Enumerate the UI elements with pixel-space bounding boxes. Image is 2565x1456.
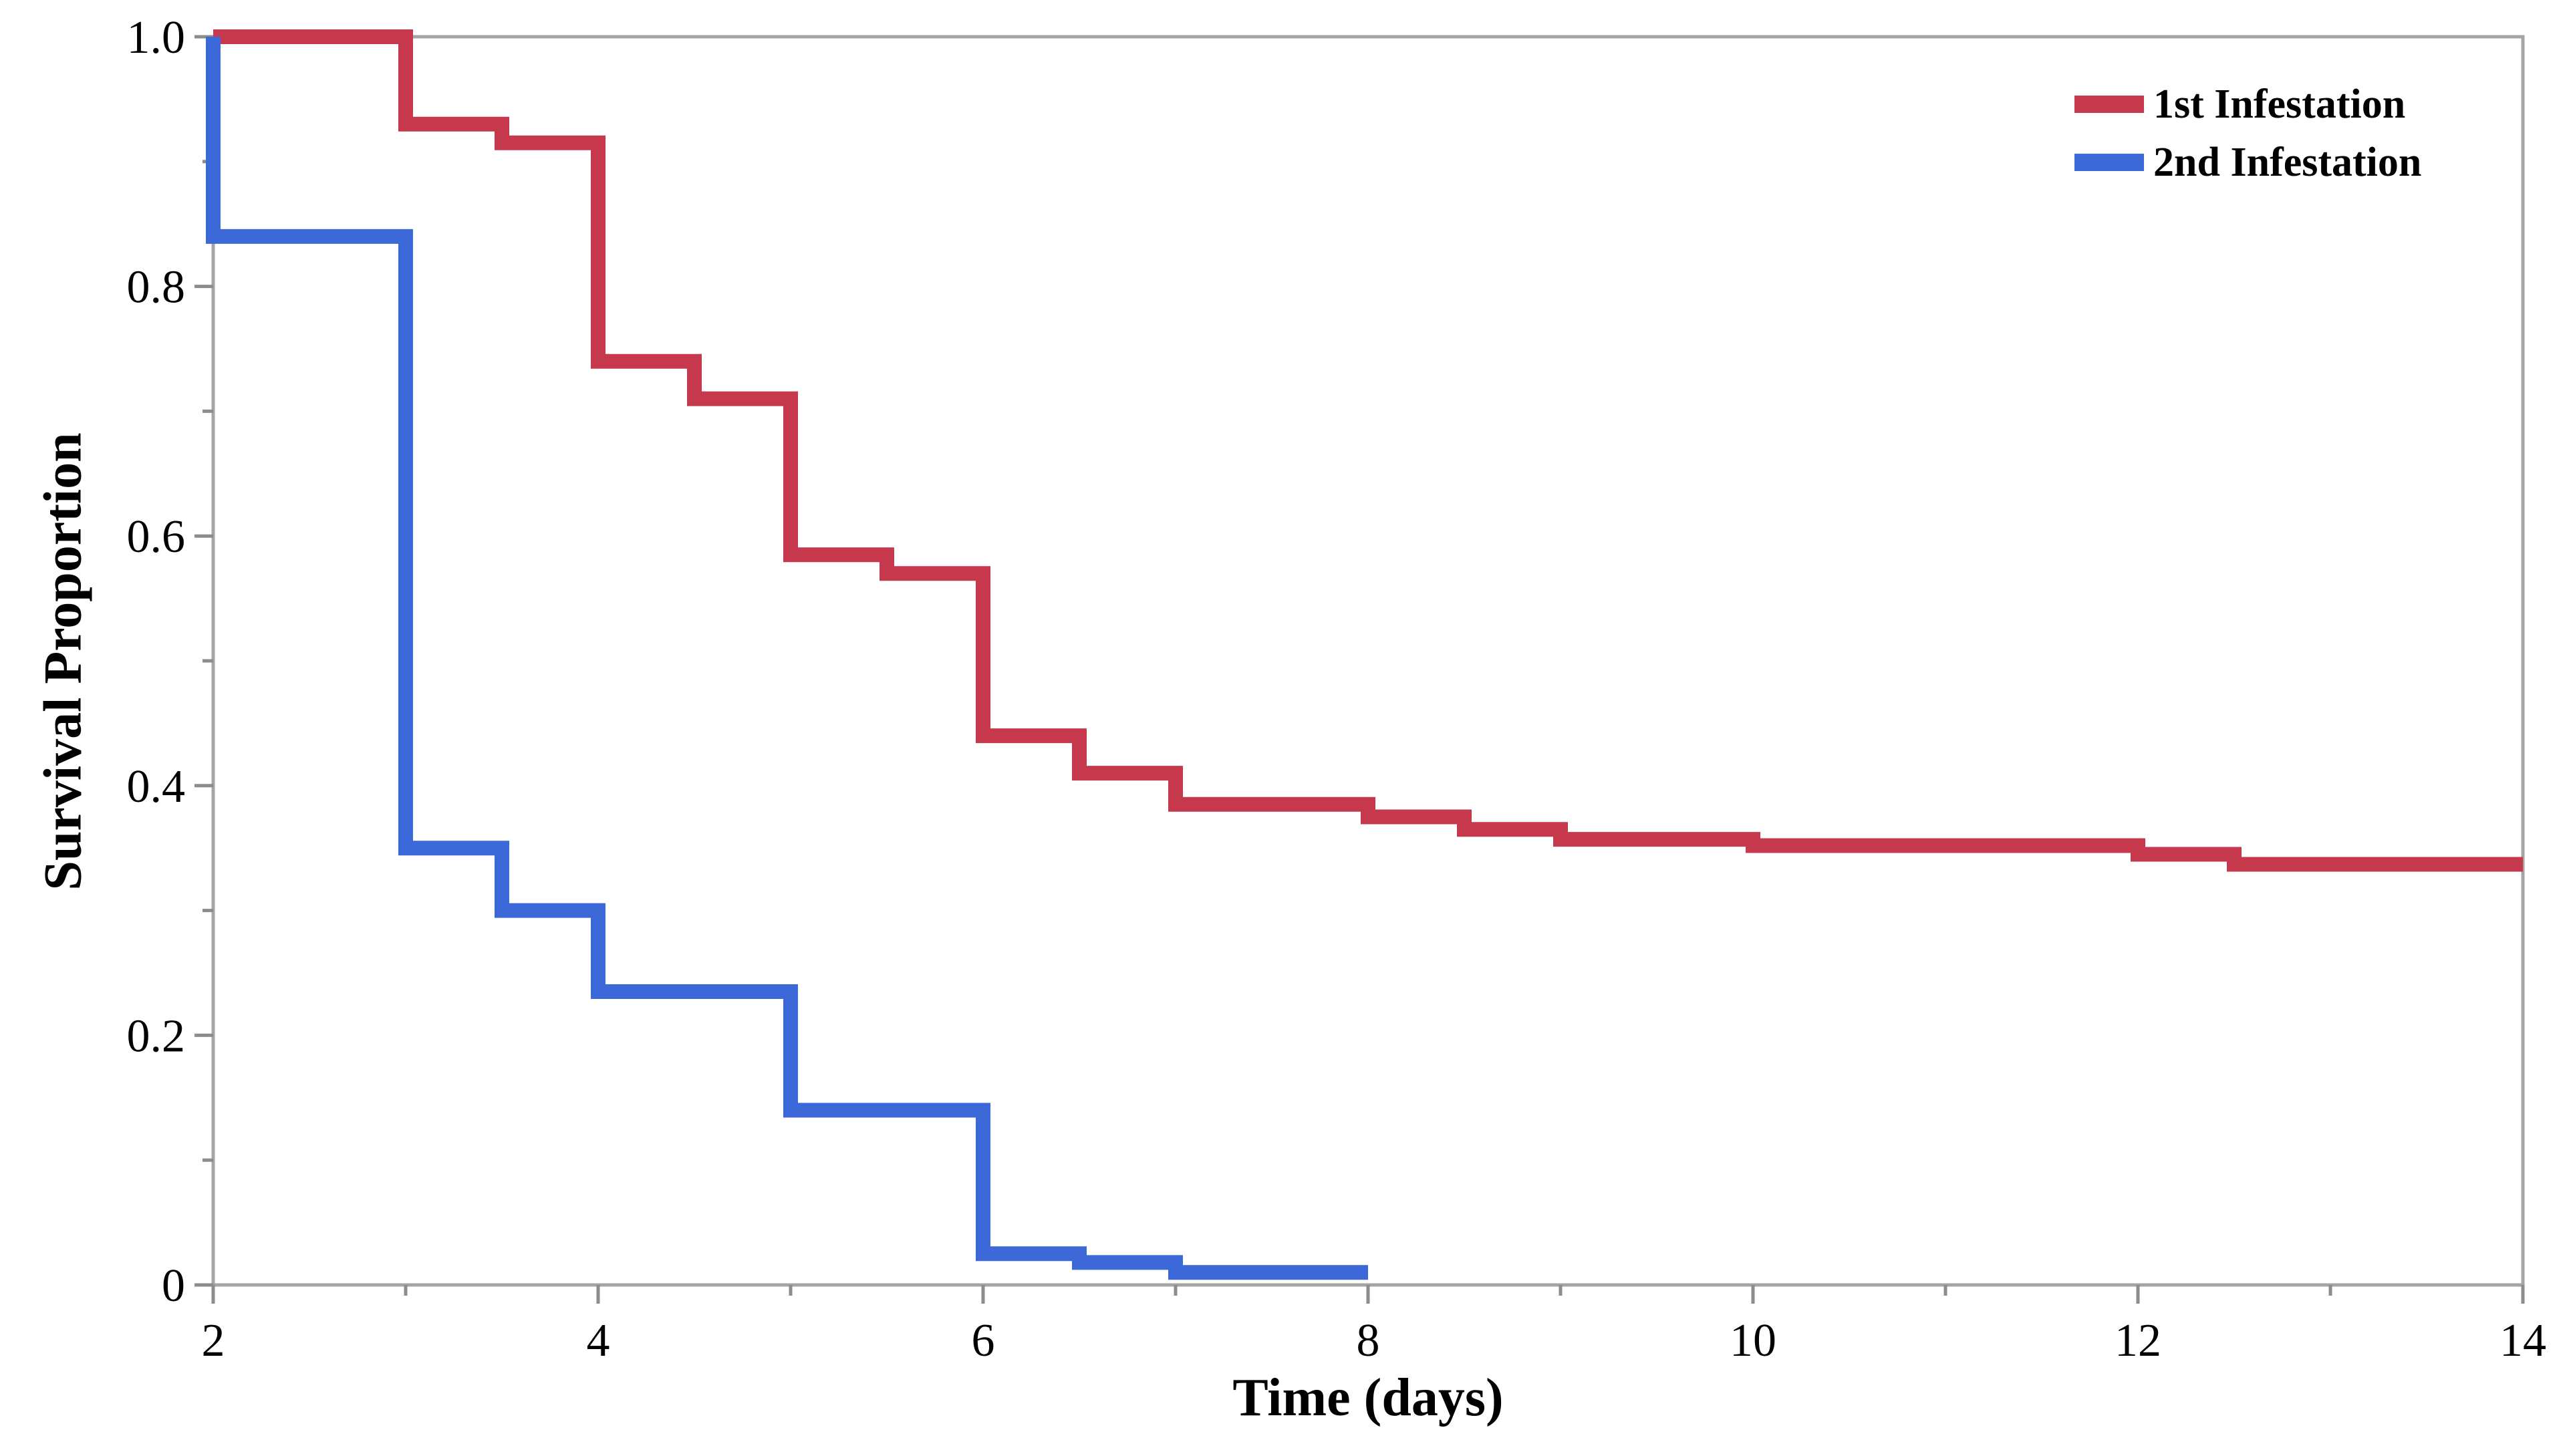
y-axis-tick-label: 0.8 (127, 262, 186, 313)
legend-swatch-red-icon (2074, 95, 2144, 113)
x-axis-tick-label: 6 (972, 1315, 995, 1366)
legend-item-2nd-infestation: 2nd Infestation (2074, 133, 2421, 191)
x-axis-tick-label: 2 (202, 1315, 225, 1366)
plot-frame (211, 35, 2525, 1287)
legend: 1st Infestation 2nd Infestation (2074, 75, 2421, 191)
y-axis-tick-label: 0.6 (127, 511, 186, 563)
series-line-1st-infestation (213, 29, 2523, 872)
x-axis-tick-label: 12 (2115, 1315, 2161, 1366)
legend-swatch-blue-icon (2074, 153, 2144, 171)
legend-label-2nd-infestation: 2nd Infestation (2153, 139, 2422, 185)
y-axis-tick-label: 1.0 (127, 12, 186, 63)
legend-label-1st-infestation: 1st Infestation (2153, 81, 2406, 127)
x-axis-tick-label: 4 (587, 1315, 610, 1366)
y-axis-tick-label: 0.4 (127, 761, 186, 813)
legend-item-1st-infestation: 1st Infestation (2074, 75, 2421, 133)
y-axis-tick-label: 0 (162, 1260, 185, 1312)
x-axis-tick-label: 10 (1730, 1315, 1776, 1366)
x-axis-tick-label: 8 (1357, 1315, 1380, 1366)
series-line-2nd-infestation (206, 37, 1368, 1280)
x-axis-tick-label: 14 (2500, 1315, 2546, 1366)
y-axis-tick-label: 0.2 (127, 1010, 186, 1062)
